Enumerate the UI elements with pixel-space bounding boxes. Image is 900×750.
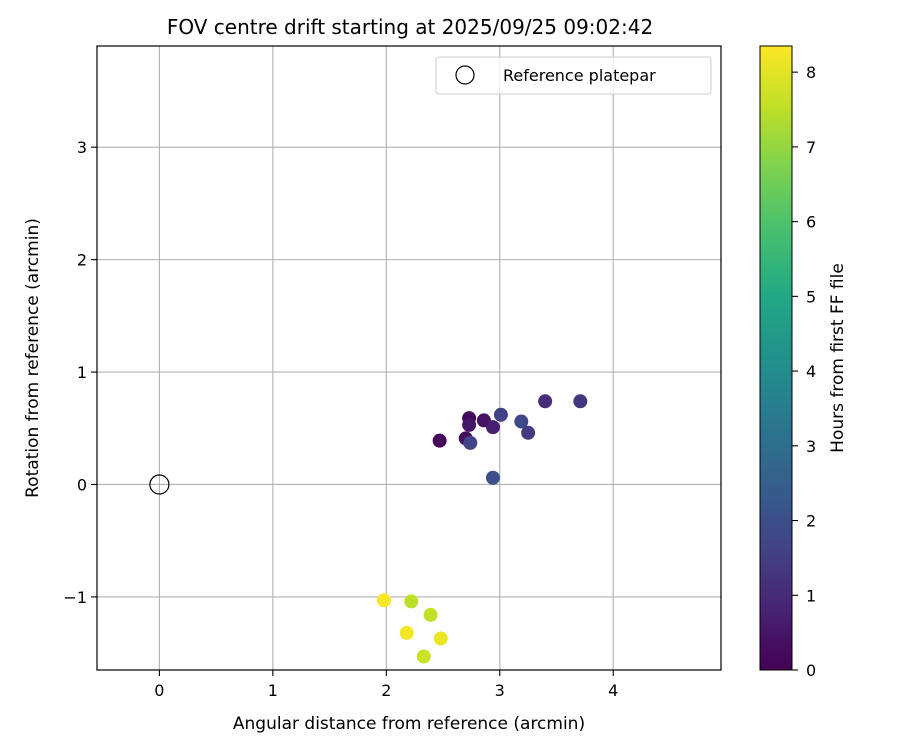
grid (97, 46, 721, 670)
data-point (377, 593, 392, 608)
colorbar-tick-label: 6 (806, 213, 816, 232)
data-point (399, 625, 414, 640)
legend-box (435, 56, 712, 95)
data-point (423, 607, 438, 622)
ticks: 0 1 2 3 4 −1 0 1 2 3 (63, 138, 618, 700)
data-point (462, 417, 477, 432)
data-point (433, 631, 448, 646)
y-tick-label: 2 (77, 251, 87, 270)
data-point (521, 425, 536, 440)
colorbar-tick-label: 3 (806, 437, 816, 456)
data-point (416, 649, 431, 664)
data-point (493, 407, 508, 422)
x-tick-label: 3 (495, 681, 505, 700)
data-point (485, 420, 500, 435)
colorbar: 0 1 2 3 4 5 6 7 8 Hours from first FF file (759, 45, 848, 680)
y-axis-label: Rotation from reference (arcmin) (23, 218, 43, 498)
colorbar-label: Hours from first FF file (828, 263, 848, 453)
data-points (377, 394, 588, 664)
x-tick-label: 2 (381, 681, 391, 700)
colorbar-gradient (759, 45, 793, 671)
legend: Reference platepar (435, 56, 712, 95)
colorbar-tick-label: 7 (806, 138, 816, 157)
legend-marker (455, 65, 475, 85)
colorbar-tick-label: 0 (806, 661, 816, 680)
y-tick-label: 3 (77, 138, 87, 157)
x-tick-label: 1 (268, 681, 278, 700)
colorbar-tick-label: 1 (806, 586, 816, 605)
y-tick-label: 1 (77, 363, 87, 382)
reference-platepar-marker (149, 474, 170, 495)
data-point (514, 414, 529, 429)
plot-frame (96, 45, 722, 671)
y-tick-label: 0 (77, 475, 87, 494)
colorbar-tick-label: 8 (806, 63, 816, 82)
data-point (485, 470, 500, 485)
data-point (432, 433, 447, 448)
chart-title: FOV centre drift starting at 2025/09/25 … (167, 15, 653, 39)
data-point (463, 435, 478, 450)
data-point (538, 394, 553, 409)
data-point (573, 394, 588, 409)
x-tick-label: 0 (154, 681, 164, 700)
x-axis-label: Angular distance from reference (arcmin) (233, 714, 585, 734)
data-point (404, 594, 419, 609)
colorbar-ticks: 0 1 2 3 4 5 6 7 8 (792, 63, 816, 680)
y-tick-label: −1 (63, 588, 87, 607)
x-tick-label: 4 (608, 681, 618, 700)
colorbar-tick-label: 4 (806, 362, 816, 381)
colorbar-tick-label: 2 (806, 512, 816, 531)
colorbar-tick-label: 5 (806, 287, 816, 306)
legend-entry: Reference platepar (503, 66, 656, 85)
